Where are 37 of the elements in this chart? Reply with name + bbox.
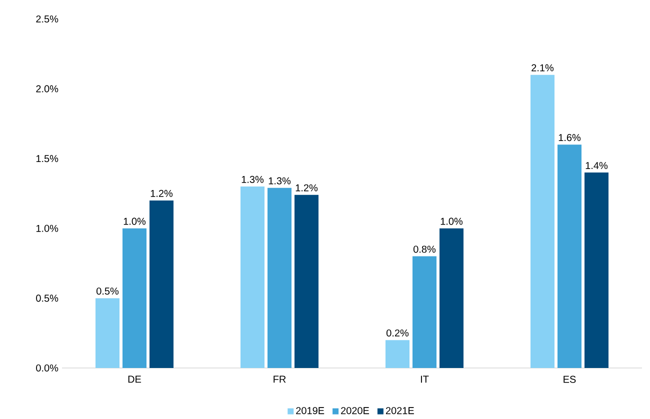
data-label: 1.4% (586, 162, 608, 170)
data-label: 1.2% (296, 184, 318, 192)
y-tick-label: 1.5% (36, 155, 58, 162)
data-label: 1.0% (124, 218, 146, 225)
bar (386, 340, 410, 368)
data-label: 0.8% (414, 246, 436, 253)
legend-label: 2019E (296, 407, 324, 414)
x-tick-label: FR (274, 376, 286, 383)
y-tick-label: 0.5% (36, 294, 58, 302)
bar (558, 144, 582, 368)
x-tick-label: IT (420, 376, 429, 383)
bar (122, 228, 147, 368)
data-label: 1.3% (242, 176, 264, 183)
bar (530, 74, 554, 368)
bar (150, 200, 174, 368)
data-label: 2.1% (532, 64, 554, 72)
data-label: 1.2% (150, 190, 173, 197)
bar (440, 228, 464, 368)
x-tick-label: ES (564, 376, 576, 383)
data-label: 0.5% (96, 288, 119, 295)
y-tick-label: 2.0% (36, 85, 58, 92)
bar (294, 194, 319, 368)
legend-label: 2020E (341, 407, 370, 414)
data-label: 0.2% (386, 329, 409, 337)
data-label: 1.0% (440, 218, 463, 225)
x-tick-label: DE (128, 376, 142, 383)
bar (584, 172, 608, 368)
data-label: 1.3% (268, 177, 291, 184)
bar (240, 186, 265, 368)
y-tick-label: 1.0% (36, 224, 58, 232)
data-label: 1.6% (558, 134, 581, 142)
y-tick-label: 0.0% (36, 364, 58, 372)
y-tick-label: 2.5% (36, 15, 58, 23)
bar (96, 298, 120, 368)
bar (412, 256, 437, 368)
legend-label: 2021E (386, 407, 414, 414)
bar (268, 188, 292, 368)
